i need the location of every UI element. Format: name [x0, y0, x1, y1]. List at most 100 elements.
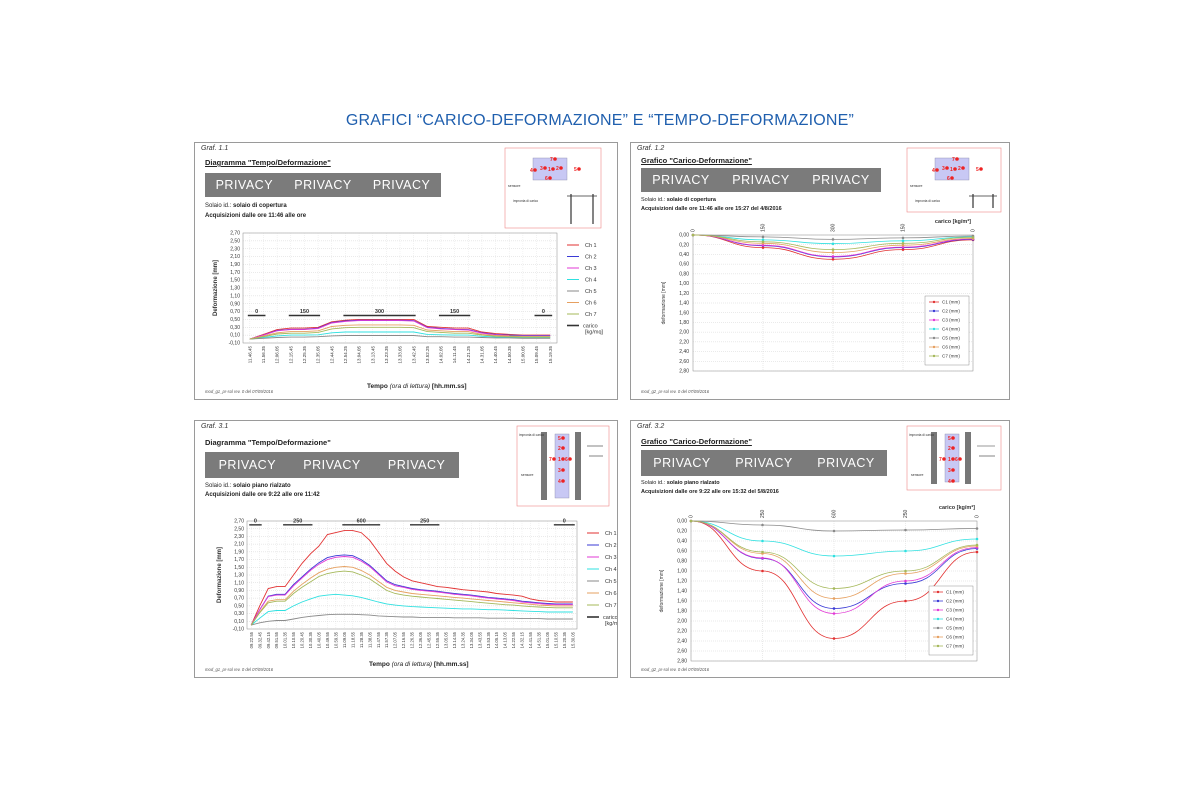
data-point	[691, 233, 695, 237]
legend-label: C5 (mm)	[942, 336, 960, 341]
y-tick-label: 2,80	[679, 369, 689, 375]
data-point	[975, 527, 979, 530]
series-line-ch5	[249, 335, 551, 340]
x-tick-label: 150	[901, 223, 907, 232]
x-tick-label: 15.19.35	[548, 346, 553, 364]
y-tick-label: 0,40	[679, 252, 689, 258]
y-tick-label: 1,40	[679, 301, 689, 307]
data-point	[832, 607, 836, 610]
y-tick-label: 1,70	[230, 270, 240, 276]
sensor-number: 5	[574, 167, 577, 173]
y-tick-label: 1,90	[234, 549, 244, 555]
y-tick-label: 2,50	[234, 526, 244, 532]
y-tick-label: 2,00	[679, 330, 689, 336]
data-point	[831, 248, 835, 251]
data-point	[901, 241, 905, 245]
x-tick-label: 300	[831, 223, 837, 232]
data-point	[831, 251, 835, 254]
x-tick-label: 14.21.25	[466, 346, 471, 364]
y-axis-title: deformazione [mm]	[661, 281, 667, 324]
load-step-label: 150	[450, 309, 459, 315]
y-tick-label: 1,80	[679, 320, 689, 326]
sensor-number: 2	[558, 446, 561, 452]
y-tick-label: 2,20	[677, 629, 687, 635]
x-tick-label: 14.11.45	[452, 346, 457, 364]
series-line-ch1	[249, 318, 551, 340]
data-point	[901, 236, 905, 240]
data-point	[975, 537, 979, 541]
y-tick-label: 2,10	[230, 254, 240, 260]
x-tick-label: 12.36.05	[418, 631, 423, 648]
data-point	[904, 569, 907, 573]
data-point	[832, 554, 836, 558]
x-tick-label: 12.54.25	[343, 346, 348, 364]
legend-marker	[932, 345, 936, 349]
x-tick-label: 13.13.45	[370, 346, 375, 364]
sensor-number: 7	[549, 457, 552, 463]
y-tick-label: 0,20	[679, 242, 689, 248]
privacy-text: PRIVACY	[372, 178, 431, 192]
privacy-text: PRIVACY	[303, 458, 361, 472]
y-tick-label: 2,00	[677, 619, 687, 625]
legend-label: Ch 7	[605, 603, 617, 609]
x-axis-title: carico [kg/m²]	[935, 218, 971, 225]
y-tick-label: 2,30	[234, 534, 244, 540]
sensor-number: 6	[565, 457, 568, 463]
y-tick-label: 0,30	[230, 325, 240, 331]
legend-label: C6 (mm)	[946, 635, 964, 640]
sketch-label: impronta di carico	[513, 199, 538, 203]
legend-marker	[932, 318, 936, 322]
legend-label: C2 (mm)	[942, 309, 960, 314]
sensor-number: 7	[952, 157, 955, 163]
y-tick-label: 0,90	[230, 301, 240, 307]
y-tick-label: 0,40	[677, 539, 687, 545]
x-tick-label: 250	[760, 509, 766, 518]
graf-label: Graf. 1.2	[637, 145, 665, 152]
x-tick-label: 150	[761, 223, 767, 232]
legend-label: C2 (mm)	[946, 599, 964, 604]
privacy-text: PRIVACY	[387, 458, 446, 472]
y-tick-label: 2,10	[234, 542, 244, 548]
y-tick-label: 2,60	[679, 359, 689, 365]
y-tick-label: 1,30	[230, 286, 240, 292]
x-tick-label: 11.18.55	[350, 631, 355, 648]
series-line-ch4	[250, 593, 573, 626]
sensor-dot	[935, 168, 939, 172]
sensor-number: 4	[558, 479, 561, 485]
sensor-number: 4	[948, 479, 951, 485]
sketch-label: sensore	[521, 473, 534, 477]
sensor-number: 5	[558, 436, 561, 442]
sensor-dot	[548, 176, 552, 180]
legend-label: C7 (mm)	[946, 644, 964, 649]
chart-svg: 7 4 3 1 2 6 5 sensore impronta di carico 2,702,50…	[213, 147, 604, 364]
sensor-number: 7	[939, 457, 942, 463]
x-tick-label: 13.14.55	[452, 631, 457, 648]
data-point	[904, 582, 907, 585]
acquisizioni-info: Acquisizioni dalle ore 11:46 alle ore 15…	[641, 206, 782, 212]
legend-label: Ch 5	[585, 289, 597, 295]
x-tick-label: 0	[691, 229, 697, 232]
x-tick-label: 0	[971, 229, 977, 232]
load-footprint	[532, 157, 568, 181]
footer-note: mod_g2_pr-sol rev. 0 del 07/09/2016	[641, 667, 710, 672]
privacy-bar: PRIVACY PRIVACY PRIVACY	[641, 450, 887, 476]
sensor-dot	[577, 167, 581, 171]
x-tick-label: 12.25.35	[302, 346, 307, 364]
sketch-label: impronta di carico	[915, 199, 940, 203]
data-point	[904, 579, 907, 583]
x-tick-label: 10.59.35	[333, 631, 338, 648]
x-tick-label: 11.38.05	[367, 631, 372, 648]
x-tick-label: 12.15.45	[288, 346, 293, 364]
legend-marker	[936, 608, 940, 612]
legend-label: Ch 7	[585, 312, 597, 318]
sensor-dot	[551, 167, 555, 171]
legend-box	[924, 295, 970, 366]
sensor-dot	[552, 457, 556, 461]
chart-svg: 7 4 3 1 2 6 5 sensore impronta di carico 0,00 0,20…	[661, 147, 1002, 375]
series-line-ch1	[250, 530, 573, 626]
x-tick-label: 14.13.05	[503, 631, 508, 648]
x-tick-label: 11.28.35	[359, 631, 364, 648]
x-tick-label: 13.53.35	[486, 631, 491, 648]
sensor-dot	[979, 167, 983, 171]
sketch-wall	[931, 432, 937, 484]
